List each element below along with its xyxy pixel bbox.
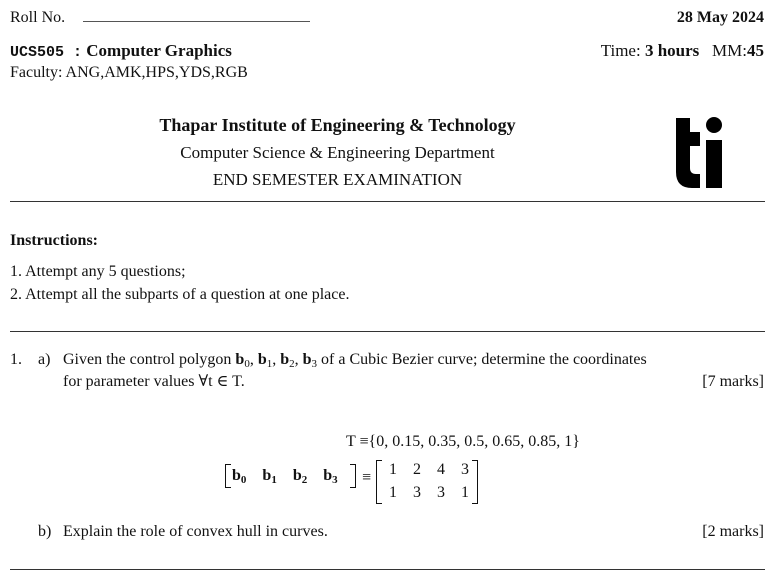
matrix-cell: 3 <box>461 461 469 478</box>
faculty: Faculty: ANG,AMK,HPS,YDS,RGB <box>10 64 248 81</box>
roll-no-label: Roll No. <box>10 9 66 26</box>
mm-label: MM: <box>712 41 747 60</box>
matrix-cell: 4 <box>437 461 445 478</box>
subpart-a-label: a) <box>38 351 51 368</box>
question-number: 1. <box>10 351 22 368</box>
divider <box>10 569 765 570</box>
subpart-a-marks: [7 marks] <box>702 373 764 390</box>
institute-name: Thapar Institute of Engineering & Techno… <box>159 115 516 135</box>
course-title: UCS505 : Computer Graphics <box>10 42 232 60</box>
course-name: Computer Graphics <box>86 41 232 60</box>
roll-no-field[interactable] <box>83 21 310 22</box>
instruction-item: 1. Attempt any 5 questions; <box>10 263 186 280</box>
equivalence-sign: ≡ <box>362 469 372 486</box>
matrix-cell: 1 <box>389 461 397 478</box>
matrix-cell: 1 <box>461 484 469 501</box>
lhs-matrix: b0 b1 b2 b3 <box>232 467 338 486</box>
institute-logo <box>676 117 722 188</box>
department-name: Computer Science & Engineering Departmen… <box>180 143 495 162</box>
matrix-cell: 1 <box>389 484 397 501</box>
mm-value: 45 <box>747 41 764 60</box>
matrix-cell: 3 <box>437 484 445 501</box>
matrix-cell: 3 <box>413 484 421 501</box>
subpart-b-marks: [2 marks] <box>702 523 764 540</box>
matrix-cell: 2 <box>413 461 421 478</box>
subpart-b-text: Explain the role of convex hull in curve… <box>63 523 328 540</box>
subpart-b-label: b) <box>38 523 52 540</box>
course-code: UCS505 : <box>10 44 83 61</box>
instructions-title: Instructions: <box>10 232 99 249</box>
subpart-a-text: Given the control polygon b0, b1, b2, b3… <box>63 351 647 370</box>
subpart-a-text-line2: for parameter values ∀t ∈ T. <box>63 373 245 390</box>
divider <box>10 331 765 332</box>
matrix-bracket-right <box>472 460 478 504</box>
exam-date: 28 May 2024 <box>676 9 764 26</box>
divider <box>10 201 765 202</box>
time-value: 3 hours <box>644 41 700 60</box>
exam-title: END SEMESTER EXAMINATION <box>212 170 463 189</box>
instruction-item: 2. Attempt all the subparts of a questio… <box>10 286 350 303</box>
matrix-bracket-left <box>376 460 382 504</box>
lhs-bracket-right <box>350 464 356 488</box>
time-label: Time: <box>600 41 641 60</box>
parameter-set: T ≡{0, 0.15, 0.35, 0.5, 0.65, 0.85, 1} <box>346 433 580 450</box>
lhs-bracket-left <box>225 464 231 488</box>
time-marks: Time: 3 hours MM:45 <box>601 42 764 59</box>
